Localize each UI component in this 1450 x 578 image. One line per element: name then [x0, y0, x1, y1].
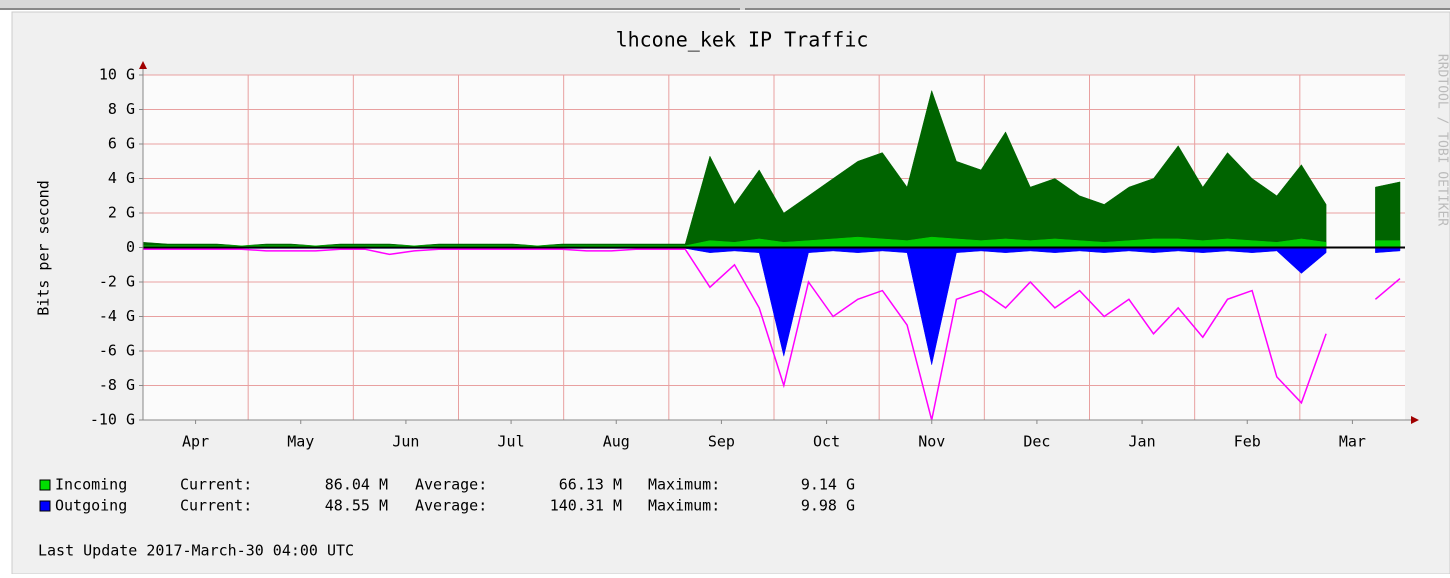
line: [143, 248, 1401, 421]
legend-label: Incoming: [55, 476, 127, 494]
axis-arrow: [1411, 416, 1419, 424]
legend-swatch: [39, 479, 51, 491]
legend-stat-label: Maximum:: [648, 497, 720, 515]
x-tick-label: Feb: [1234, 433, 1261, 451]
x-tick-label: Jun: [392, 433, 419, 451]
legend-stat: 86.04 M: [325, 476, 388, 494]
y-tick-label: -8 G: [99, 376, 135, 394]
x-tick-label: Jan: [1129, 433, 1156, 451]
legend-stat: 66.13 M: [559, 476, 622, 494]
y-tick-label: 2 G: [108, 204, 135, 222]
x-tick-label: Aug: [603, 433, 630, 451]
x-tick-label: Sep: [708, 433, 735, 451]
legend-swatch: [39, 500, 51, 512]
y-tick-label: -4 G: [99, 307, 135, 325]
y-tick-label: 0: [126, 238, 135, 256]
x-tick-label: Jul: [498, 433, 525, 451]
y-tick-label: 4 G: [108, 169, 135, 187]
legend-stat-label: Average:: [415, 497, 487, 515]
x-tick-label: Nov: [918, 433, 945, 451]
y-tick-label: 8 G: [108, 100, 135, 118]
x-tick-label: Mar: [1339, 433, 1366, 451]
legend-label: Outgoing: [55, 497, 127, 515]
legend-stat: 9.98 G: [801, 497, 855, 515]
y-tick-label: 6 G: [108, 135, 135, 153]
y-tick-label: -6 G: [99, 342, 135, 360]
footer: Last Update 2017-March-30 04:00 UTC: [38, 542, 354, 560]
chart-title: lhcone_kek IP Traffic: [616, 28, 869, 52]
legend-stat-label: Current:: [180, 497, 252, 515]
y-axis-label: Bits per second: [35, 180, 53, 315]
legend-stat-label: Average:: [415, 476, 487, 494]
x-tick-label: Apr: [182, 433, 209, 451]
plot: [142, 74, 1405, 421]
legend-stat: 48.55 M: [325, 497, 388, 515]
x-tick-label: Oct: [813, 433, 840, 451]
y-tick-label: -10 G: [90, 411, 135, 429]
top-bar: [0, 0, 1450, 10]
legend-stat: 140.31 M: [550, 497, 622, 515]
legend-stat-label: Current:: [180, 476, 252, 494]
legend-stat: 9.14 G: [801, 476, 855, 494]
axis-arrow: [139, 61, 147, 69]
x-tick-label: May: [287, 433, 314, 451]
legend-stat-label: Maximum:: [648, 476, 720, 494]
x-tick-label: Dec: [1023, 433, 1050, 451]
y-tick-label: -2 G: [99, 273, 135, 291]
watermark: RRDTOOL / TOBI OETIKER: [1435, 54, 1450, 226]
y-tick-label: 10 G: [99, 66, 135, 84]
